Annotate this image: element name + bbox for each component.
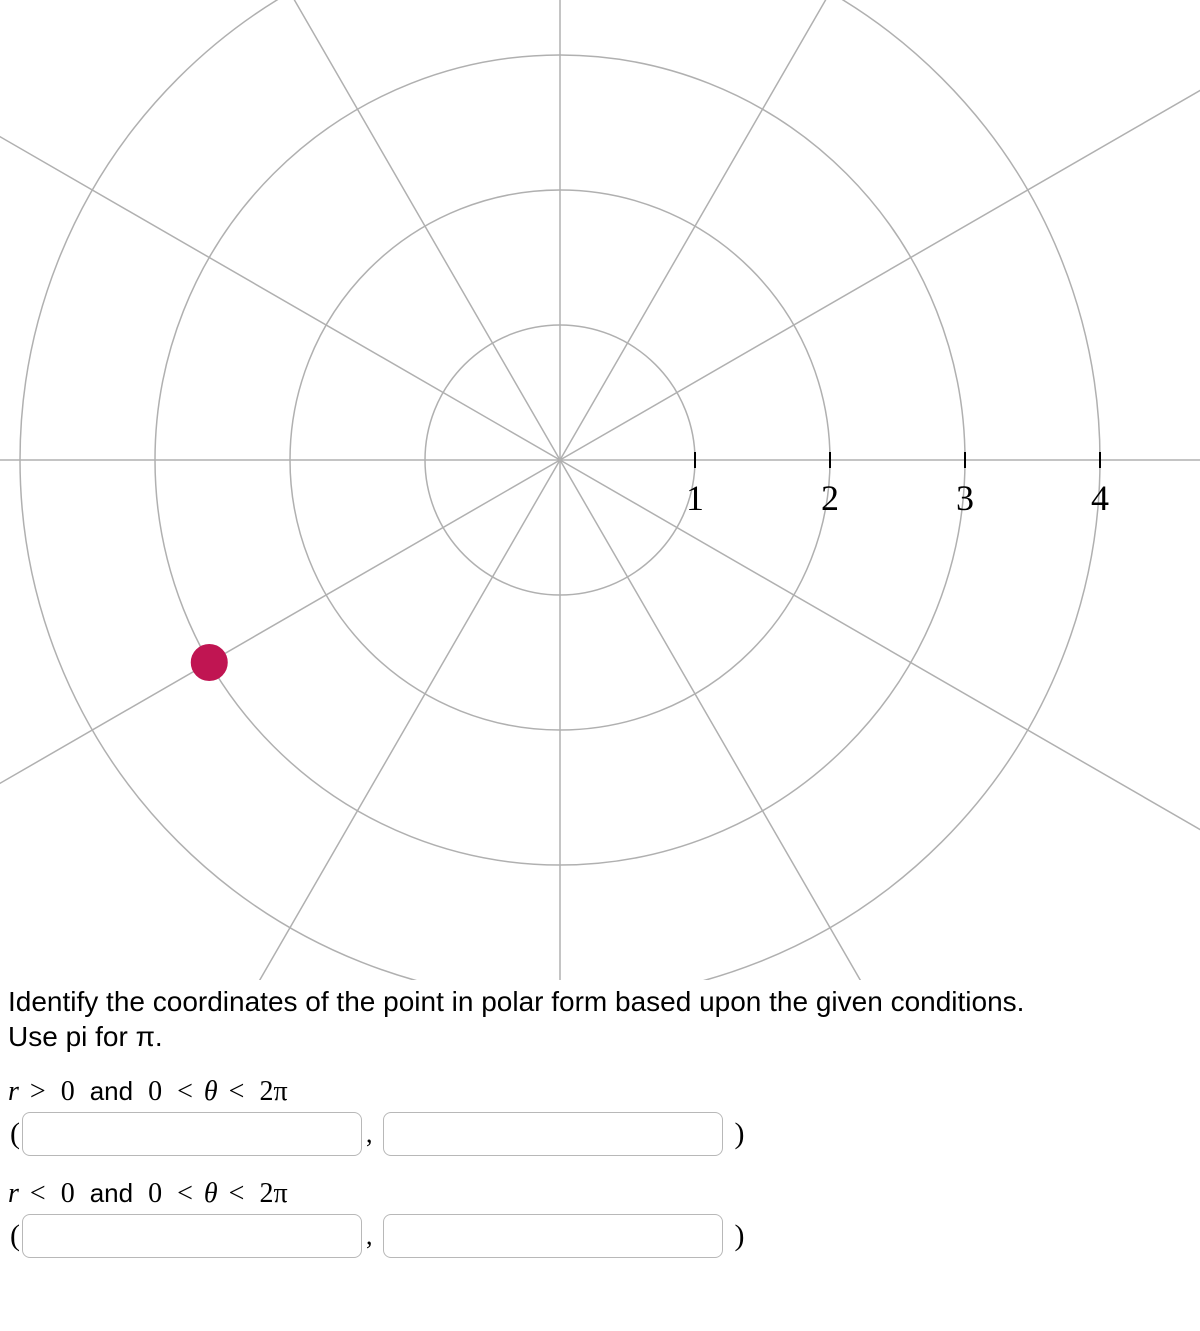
comma: , [362, 1119, 383, 1149]
page-container: 1 2 3 4 Identify the coordinates of the poi… [0, 0, 1200, 1266]
var-theta2: θ [204, 1178, 218, 1209]
zero: 0 [57, 1076, 79, 1107]
zero3: 0 [57, 1178, 79, 1209]
question-line1: Identify the coordinates of the point in… [8, 986, 1024, 1017]
open-paren: ( [8, 1117, 22, 1151]
condition-2: r < 0 and 0 < θ < 2π [0, 1164, 1200, 1212]
answer-row-1: ( , ) [0, 1110, 1200, 1164]
svg-text:1: 1 [686, 478, 704, 518]
answer-2-r-input[interactable] [22, 1214, 362, 1258]
and-word2: and [86, 1178, 137, 1208]
close-paren: ) [723, 1117, 747, 1151]
polar-graph: 1 2 3 4 [0, 0, 1200, 980]
and-word: and [86, 1076, 137, 1106]
close-paren2: ) [723, 1219, 747, 1253]
open-paren2: ( [8, 1219, 22, 1253]
lt1: < [173, 1076, 197, 1107]
comma2: , [362, 1221, 383, 1251]
question-line2: Use pi for π. [8, 1021, 163, 1052]
var-r2: r [8, 1178, 19, 1209]
cmp-lt: < [26, 1178, 50, 1209]
lt3: < [173, 1178, 197, 1209]
question-text: Identify the coordinates of the point in… [0, 980, 1200, 1062]
twopi: 2π [255, 1076, 291, 1107]
answer-1-r-input[interactable] [22, 1112, 362, 1156]
lt4: < [225, 1178, 249, 1209]
condition-1: r > 0 and 0 < θ < 2π [0, 1062, 1200, 1110]
svg-text:3: 3 [956, 478, 974, 518]
answer-1-theta-input[interactable] [383, 1112, 723, 1156]
svg-text:2: 2 [821, 478, 839, 518]
zero4: 0 [144, 1178, 166, 1209]
zero2: 0 [144, 1076, 166, 1107]
cmp-gt: > [26, 1076, 50, 1107]
lt2: < [225, 1076, 249, 1107]
var-theta: θ [204, 1076, 218, 1107]
svg-text:4: 4 [1091, 478, 1109, 518]
answer-2-theta-input[interactable] [383, 1214, 723, 1258]
var-r: r [8, 1076, 19, 1107]
polar-svg: 1 2 3 4 [0, 0, 1200, 980]
answer-row-2: ( , ) [0, 1212, 1200, 1266]
twopi2: 2π [255, 1178, 291, 1209]
